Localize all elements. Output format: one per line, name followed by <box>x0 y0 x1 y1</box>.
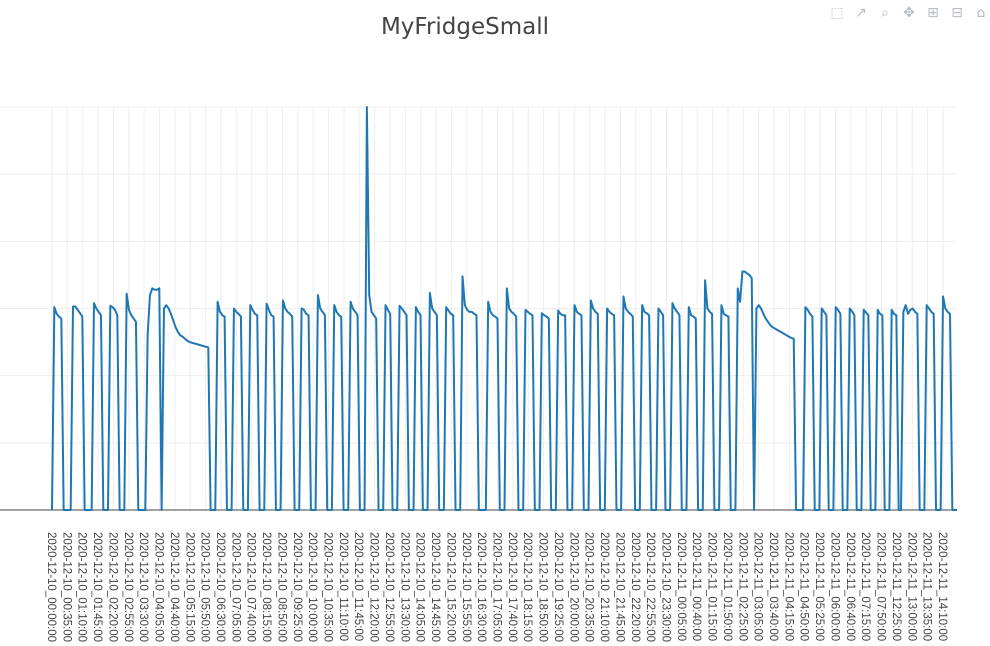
x-tick-label: 2020-12-10_11:45:00 <box>352 532 364 641</box>
x-tick-label: 2020-12-10_16:30:00 <box>475 532 487 642</box>
zoom-in-icon[interactable]: ⊞ <box>927 5 939 21</box>
x-tick-label: 2020-12-11_01:50:00 <box>721 532 733 641</box>
home-icon[interactable]: ⌂ <box>976 5 986 21</box>
x-tick-label: 2020-12-10_15:55:00 <box>460 532 472 642</box>
x-tick-label: 2020-12-10_05:50:00 <box>199 532 211 642</box>
x-tick-label: 2020-12-11_05:25:00 <box>813 532 825 641</box>
x-tick-label: 2020-12-11_03:05:00 <box>752 532 764 641</box>
x-tick-label: 2020-12-11_04:50:00 <box>798 532 810 641</box>
x-tick-labels: 2020-12-10_00:00:00 2020-12-10_00:35:00 20… <box>45 532 948 642</box>
x-tick-label: 2020-12-11_07:15:00 <box>859 532 871 641</box>
x-tick-label: 2020-12-10_08:50:00 <box>275 532 287 642</box>
x-tick-label: 2020-12-11_12:25:00 <box>890 532 902 641</box>
x-tick-label: 2020-12-11_13:00:00 <box>905 532 917 641</box>
x-tick-label: 2020-12-11_04:15:00 <box>782 532 794 641</box>
x-tick-label: 2020-12-10_12:20:00 <box>368 532 380 642</box>
x-tick-label: 2020-12-11_00:40:00 <box>690 532 702 641</box>
x-tick-label: 2020-12-11_01:15:00 <box>706 532 718 641</box>
x-tick-label: 2020-12-11_00:05:00 <box>675 532 687 641</box>
pan-icon[interactable]: ✥ <box>903 5 915 21</box>
x-tick-label: 2020-12-11_03:40:00 <box>767 532 779 641</box>
x-tick-label: 2020-12-10_03:30:00 <box>137 532 149 642</box>
zoom-icon[interactable]: ⌕ <box>881 5 889 21</box>
x-tick-label: 2020-12-10_04:40:00 <box>168 532 180 642</box>
x-tick-label: 2020-12-10_13:30:00 <box>398 532 410 642</box>
x-tick-label: 2020-12-10_04:05:00 <box>153 532 165 642</box>
x-tick-label: 2020-12-10_17:05:00 <box>491 532 503 642</box>
x-tick-label: 2020-12-10_10:00:00 <box>306 532 318 642</box>
x-tick-label: 2020-12-10_22:20:00 <box>629 532 641 642</box>
x-tick-label: 2020-12-10_17:40:00 <box>506 532 518 642</box>
x-tick-label: 2020-12-11_14:10:00 <box>936 532 948 641</box>
x-tick-label: 2020-12-10_21:10:00 <box>598 532 610 642</box>
chart-title: MyFridgeSmall <box>380 14 550 40</box>
x-tick-label: 2020-12-10_00:35:00 <box>60 532 72 642</box>
x-tick-label: 2020-12-10_12:55:00 <box>383 532 395 642</box>
x-tick-label: 2020-12-10_23:30:00 <box>659 532 671 642</box>
x-tick-label: 2020-12-10_21:45:00 <box>613 532 625 642</box>
x-tick-label: 2020-12-10_01:45:00 <box>91 532 103 642</box>
zoom-out-icon[interactable]: ⊟ <box>951 5 963 21</box>
x-tick-label: 2020-12-11_06:40:00 <box>844 532 856 641</box>
modebar: ⬚ ↗ ⌕ ✥ ⊞ ⊟ ⌂ <box>822 4 990 22</box>
x-tick-label: 2020-12-10_06:30:00 <box>214 532 226 642</box>
series-line <box>51 106 957 511</box>
x-tick-label: 2020-12-10_14:45:00 <box>429 532 441 642</box>
x-tick-label: 2020-12-11_07:50:00 <box>875 532 887 641</box>
x-tick-label: 2020-12-10_11:10:00 <box>337 532 349 641</box>
x-tick-label: 2020-12-10_09:25:00 <box>291 532 303 642</box>
x-tick-label: 2020-12-11_13:35:00 <box>921 532 933 641</box>
x-tick-label: 2020-12-10_02:20:00 <box>106 532 118 642</box>
x-tick-label: 2020-12-10_01:10:00 <box>76 532 88 642</box>
x-tick-label: 2020-12-11_02:25:00 <box>736 532 748 641</box>
x-tick-label: 2020-12-10_14:05:00 <box>414 532 426 642</box>
x-tick-label: 2020-12-10_00:00:00 <box>45 532 57 642</box>
x-tick-label: 2020-12-10_22:55:00 <box>644 532 656 642</box>
x-tick-label: 2020-12-10_20:35:00 <box>583 532 595 642</box>
x-tick-label: 2020-12-10_18:50:00 <box>537 532 549 642</box>
x-tick-label: 2020-12-10_05:15:00 <box>183 532 195 642</box>
x-tick-label: 2020-12-10_18:15:00 <box>521 532 533 642</box>
x-tick-label: 2020-12-10_08:15:00 <box>260 532 272 642</box>
x-tick-label: 2020-12-10_15:20:00 <box>444 532 456 642</box>
x-tick-label: 2020-12-10_07:40:00 <box>245 532 257 642</box>
box-select-icon[interactable]: ⬚ <box>830 5 844 21</box>
x-tick-label: 2020-12-10_07:05:00 <box>229 532 241 642</box>
x-tick-label: 2020-12-10_02:55:00 <box>122 532 134 642</box>
x-tick-label: 2020-12-11_06:00:00 <box>828 532 840 641</box>
x-tick-label: 2020-12-10_10:35:00 <box>322 532 334 642</box>
x-tick-label: 2020-12-10_19:25:00 <box>552 532 564 642</box>
x-tick-label: 2020-12-10_20:00:00 <box>567 532 579 642</box>
autoscale-icon[interactable]: ↗ <box>855 5 867 21</box>
